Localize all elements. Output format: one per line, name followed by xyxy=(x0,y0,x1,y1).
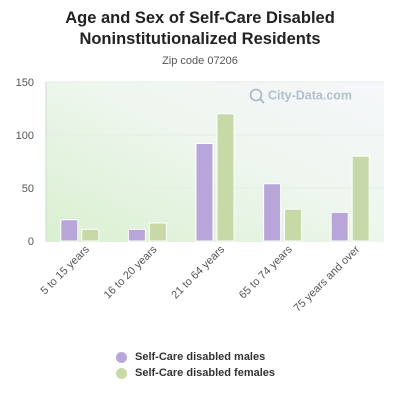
legend-item-males: Self-Care disabled males xyxy=(116,351,265,363)
x-tick-label: 16 to 20 years xyxy=(102,243,160,301)
y-tick-label: 0 xyxy=(28,236,34,248)
legend-label-males: Self-Care disabled males xyxy=(135,351,266,363)
x-tick-label: 75 years and over xyxy=(292,243,363,314)
plot-background xyxy=(46,82,384,242)
bar-females xyxy=(216,113,235,242)
bar-males xyxy=(127,228,146,242)
y-tick-label: 100 xyxy=(16,130,34,142)
y-tick-label: 50 xyxy=(22,183,34,195)
bar-males xyxy=(60,219,79,242)
bar-females xyxy=(81,228,100,242)
search-icon xyxy=(249,88,263,102)
legend-item-females: Self-Care disabled females xyxy=(116,367,275,379)
bar-females xyxy=(284,208,303,242)
bar-males xyxy=(195,142,214,242)
bar-males xyxy=(330,211,349,242)
chart-title-line-1: Age and Sex of Self-Care Disabled xyxy=(65,9,335,27)
legend-swatch-females xyxy=(116,367,127,379)
x-tick-label: 65 to 74 years xyxy=(237,243,295,301)
search-icon-handle xyxy=(259,98,265,104)
bar-males xyxy=(263,183,282,242)
x-tick-label: 21 to 64 years xyxy=(169,243,227,301)
legend-swatch-males xyxy=(116,351,127,363)
x-tick-label: 5 to 15 years xyxy=(38,243,92,297)
y-tick-label: 150 xyxy=(16,77,34,89)
chart-subtitle: Zip code 07206 xyxy=(162,55,238,67)
watermark: City-Data.com xyxy=(249,88,352,104)
chart-title-line-2: Noninstitutionalized Residents xyxy=(79,30,321,48)
bar-females xyxy=(148,222,167,242)
watermark-text: City-Data.com xyxy=(268,89,352,103)
bar-females xyxy=(351,155,370,242)
legend-label-females: Self-Care disabled females xyxy=(135,367,276,379)
